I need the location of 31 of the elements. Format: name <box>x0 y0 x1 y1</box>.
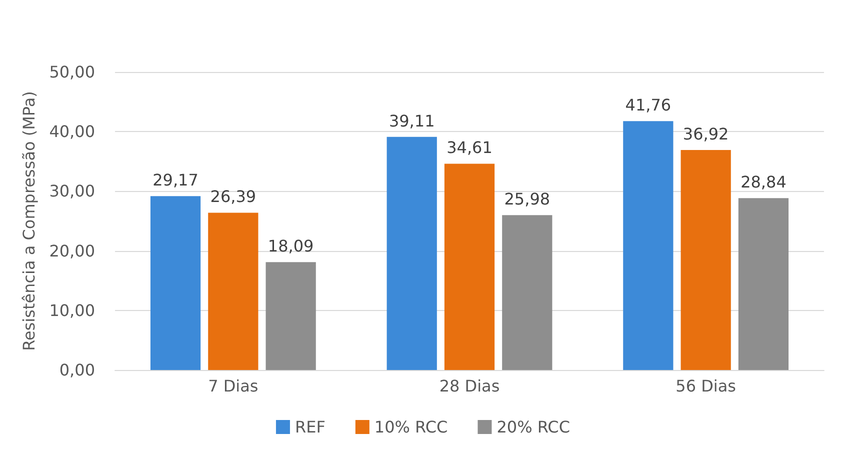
data-label: 18,09 <box>268 236 314 256</box>
data-label: 34,61 <box>446 138 492 158</box>
y-tick-label: 40,00 <box>49 122 95 142</box>
data-label: 41,76 <box>625 96 672 115</box>
bar <box>150 196 201 370</box>
y-tick-label: 10,00 <box>49 300 95 320</box>
data-label: 25,98 <box>504 190 550 209</box>
data-label: 29,17 <box>152 170 198 190</box>
x-tick-label: 7 Dias <box>208 376 258 396</box>
data-label: 28,84 <box>740 172 786 192</box>
data-label: 39,11 <box>388 111 435 130</box>
legend-label: 10% RCC <box>374 418 448 436</box>
x-tick-label: 28 Dias <box>439 376 500 396</box>
bar <box>502 215 552 370</box>
y-tick-label: 0,00 <box>59 360 95 380</box>
bar <box>623 121 674 370</box>
bar <box>266 262 316 370</box>
legend-label: REF <box>294 418 326 436</box>
data-label: 26,39 <box>210 187 256 206</box>
bar <box>738 198 789 370</box>
y-tick-label: 30,00 <box>49 182 95 201</box>
legend-label: 20% RCC <box>496 418 570 436</box>
data-label: 36,92 <box>682 124 729 144</box>
x-tick-label: 56 Dias <box>676 376 736 396</box>
y-tick-label: 20,00 <box>49 241 95 260</box>
bar <box>680 150 731 370</box>
bar <box>386 136 437 370</box>
y-axis-title: Resistência a Compressão (MPa) <box>20 91 38 351</box>
bar <box>444 164 495 370</box>
y-tick-label: 50,00 <box>49 62 95 82</box>
bar <box>208 212 258 370</box>
